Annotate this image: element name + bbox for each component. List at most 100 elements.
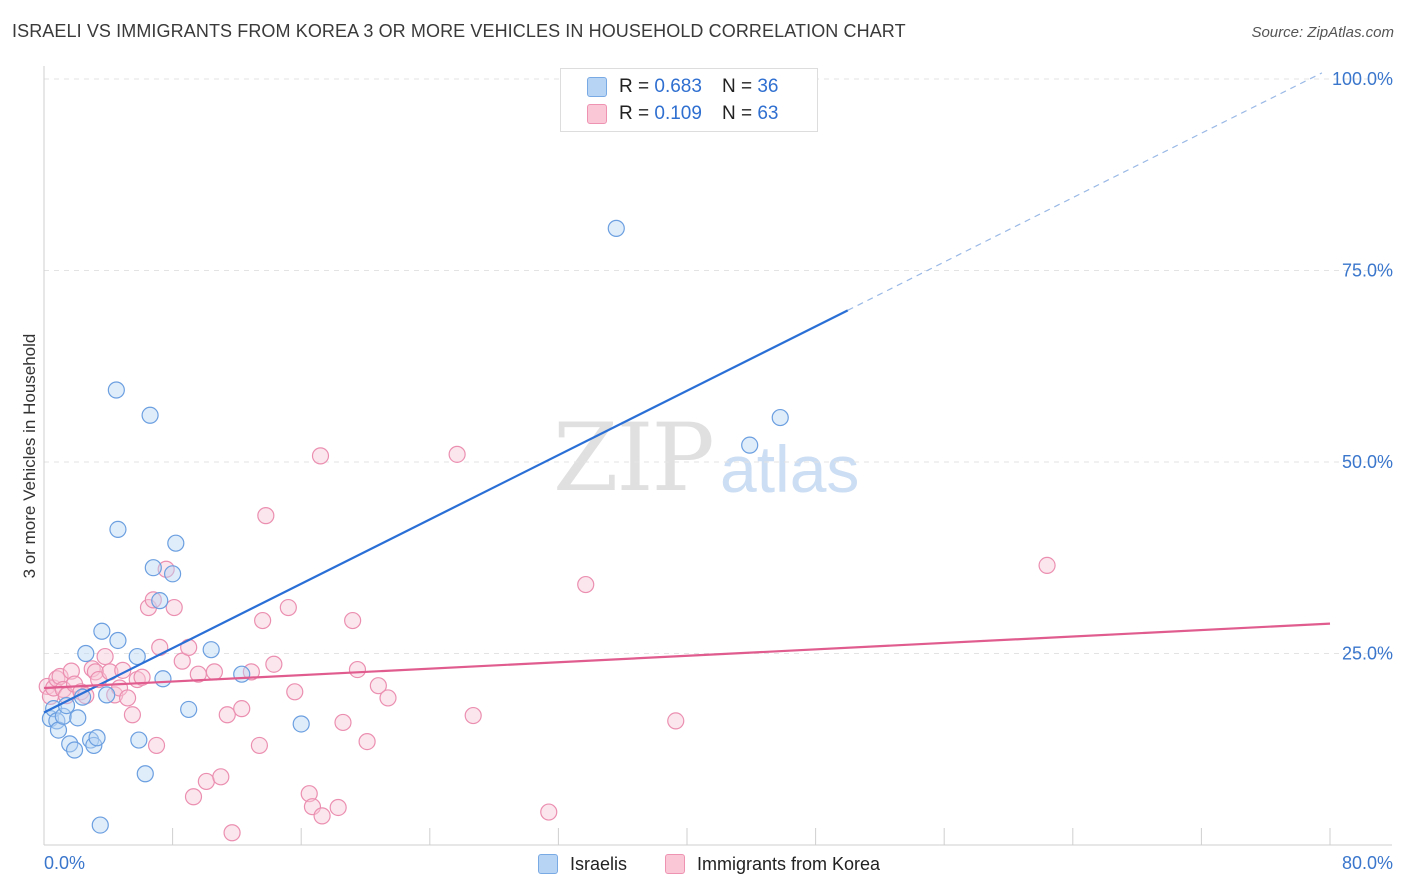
korea-legend-label: Immigrants from Korea [697,853,881,874]
israelis-point [607,219,625,237]
n-label: N = [721,76,753,97]
korea-trend-line [43,622,1331,690]
israelis-point [54,707,72,725]
korea-point [1038,556,1056,575]
x-tick-label: 0.0% [44,853,85,873]
korea-point [165,598,183,617]
korea-point [223,824,241,842]
korea-point [379,689,397,707]
korea-n-value: 63 [757,103,779,124]
israelis-point [167,534,185,552]
korea-point [147,736,166,755]
watermark-atlas: atlas [720,432,860,506]
korea-point [311,447,330,465]
chart-title: ISRAELI VS IMMIGRANTS FROM KOREA 3 OR MO… [12,21,906,41]
korea-point [448,445,466,463]
y-tick-label: 100.0% [1332,69,1393,89]
korea-point [464,706,482,725]
israelis-legend-label: Israelis [570,853,628,874]
r-label: R = [619,76,650,97]
korea-point [254,611,272,630]
korea-point [358,732,376,751]
israelis-point [292,715,310,733]
korea-point [96,647,114,666]
korea-point [233,700,251,718]
correlation-legend: R = 0.683 N = 36 R = 0.109 N = 63 [560,68,818,132]
korea-point [329,798,347,817]
korea-point [250,736,269,755]
korea-point [173,652,191,670]
israelis-point [202,641,220,659]
korea-point [133,668,151,686]
israelis-point [154,670,172,688]
israelis-point [180,700,198,719]
israelis-point [128,647,146,666]
korea-point [184,788,203,806]
y-tick-label: 75.0% [1342,261,1393,281]
korea-point [205,663,223,681]
israelis-point [109,631,127,650]
israelis-point [91,816,109,834]
israelis-point [130,731,148,749]
korea-r-value: 0.109 [654,103,702,124]
israelis-point [771,408,789,427]
korea-point [257,507,275,525]
korea-point [118,689,137,707]
israelis-n-value: 36 [757,76,779,97]
israelis-swatch [587,77,607,97]
korea-point [369,677,387,695]
israelis-point [88,729,106,747]
israelis-point [93,622,111,640]
korea-point [300,785,318,803]
israelis-point [69,709,87,727]
korea-point [313,807,331,825]
watermark-zip: ZIP [553,404,715,513]
israelis-point [98,686,116,704]
korea-point [83,660,101,678]
y-tick-label: 25.0% [1342,644,1393,664]
israelis-point [107,381,125,399]
y-tick-label: 50.0% [1342,452,1393,472]
israelis-r-value: 0.683 [654,76,702,97]
korea-point [667,712,685,730]
israelis-point [109,520,127,539]
bottom-legend-israelis: Israelis [538,852,627,876]
israelis-point [141,406,159,424]
korea-point [197,772,215,791]
korea-point [286,683,304,701]
israelis-point [65,741,84,759]
source-label: Source: ZipAtlas.com [1251,24,1394,41]
legend-row-israelis: R = 0.683 N = 36 [587,75,778,99]
korea-point [212,768,230,786]
israelis-point [151,592,169,610]
israelis-trend-line [43,309,849,714]
korea-point [334,713,352,732]
n-label: N = [721,103,753,124]
korea-point [344,611,362,630]
korea-point [577,575,595,594]
korea-point [279,598,297,617]
korea-point [265,655,283,673]
korea-point [218,706,236,724]
israelis-point [57,696,76,715]
korea-point [540,803,558,821]
israelis-legend-swatch [538,854,558,874]
bottom-legend-korea: Immigrants from Korea [665,852,880,876]
korea-legend-swatch [665,854,685,874]
israelis-point [741,436,759,454]
r-label: R = [619,103,650,124]
israelis-point [164,565,182,583]
korea-point [123,706,142,724]
israelis-trend-extension [847,72,1323,311]
korea-point [62,662,80,680]
korea-point [348,660,367,679]
israelis-point [233,665,251,683]
israelis-point [77,644,95,663]
israelis-point [144,559,162,577]
x-tick-label: 80.0% [1342,853,1393,873]
legend-row-korea: R = 0.109 N = 63 [587,102,778,126]
korea-swatch [587,104,607,124]
israelis-point [136,765,154,783]
korea-point [144,591,162,609]
